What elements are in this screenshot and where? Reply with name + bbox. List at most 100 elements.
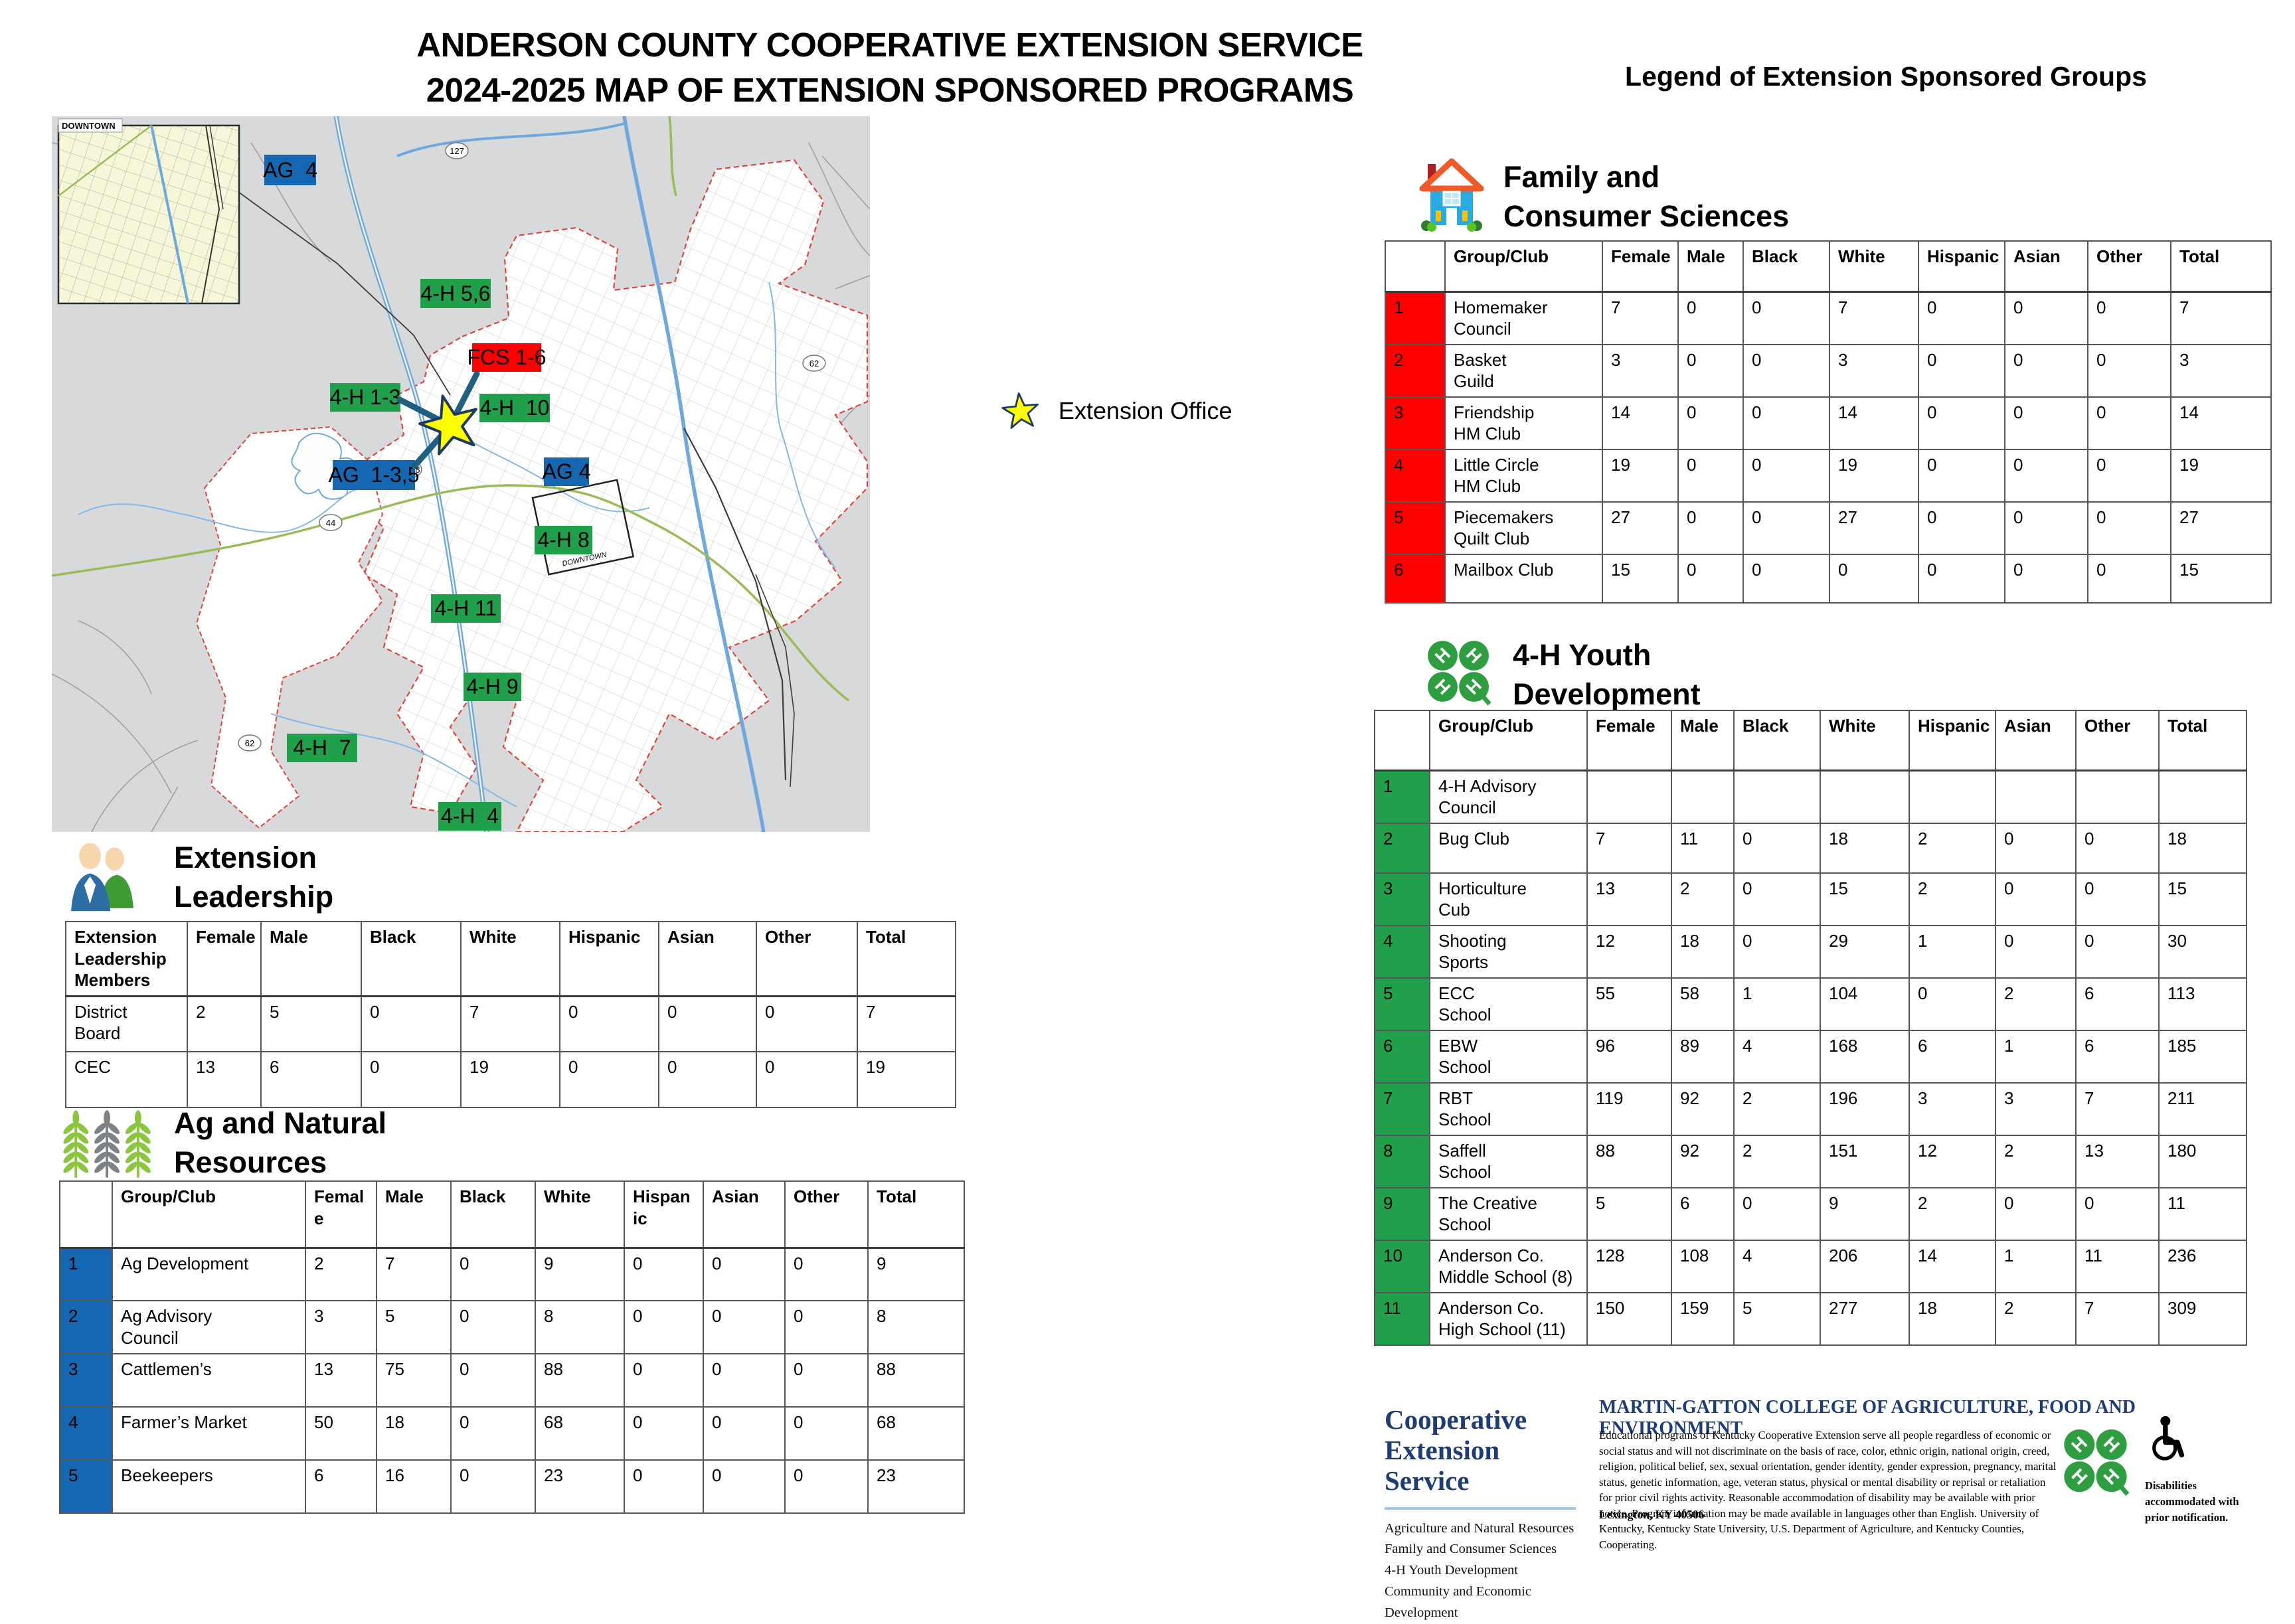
table-row: 4 Little Circle HM Club 19 0 0 19 0 0 0 19 — [1385, 448, 2272, 503]
value-cell: 0 — [361, 995, 462, 1052]
value-cell: 196 — [1820, 1082, 1910, 1136]
value-cell: 0 — [2004, 396, 2088, 450]
group-name-cell: Cattlemen’s — [112, 1353, 306, 1408]
nondiscrimination-statement: Educational programs of Kentucky Coopera… — [1599, 1429, 2057, 1551]
value-cell: 7 — [1602, 291, 1679, 345]
slide-canvas: { "title": { "line1": "ANDERSON COUNTY C… — [52, 26, 2272, 1620]
table-row: 3 Friendship HM Club 14 0 0 14 0 0 0 14 — [1385, 396, 2272, 450]
group-name-cell: Beekeepers — [112, 1459, 306, 1514]
row-number-cell: 1 — [59, 1247, 113, 1301]
table-row: 11 Anderson Co. High School (11) 150 159 5 27… — [1374, 1291, 2247, 1346]
map-label-4-h-10: 4-H 10 — [479, 394, 550, 422]
value-cell — [1909, 770, 1996, 824]
map-label-4-h-7: 4-H 7 — [287, 734, 357, 762]
value-cell: 0 — [1918, 291, 2005, 345]
value-cell: 14 — [2170, 396, 2272, 450]
wheelchair-accessibility-icon — [2152, 1416, 2185, 1461]
route-badge-62: 62 — [238, 734, 262, 752]
inset-title: DOWNTOWN — [62, 121, 116, 131]
value-cell: 0 — [703, 1247, 786, 1301]
value-cell: 27 — [1829, 501, 1919, 555]
value-cell — [1586, 770, 1672, 824]
table-row: 2 Ag Advisory Council 3 5 0 8 0 0 0 8 — [59, 1300, 965, 1354]
value-cell: 7 — [376, 1247, 452, 1301]
value-cell: 0 — [1677, 553, 1744, 604]
value-cell: 5 — [1733, 1291, 1821, 1346]
row-number-cell: 4 — [1374, 924, 1430, 979]
value-cell: 0 — [703, 1353, 786, 1408]
value-cell: 0 — [1677, 343, 1744, 398]
value-cell: 0 — [1677, 448, 1744, 503]
map-label-ag-4: AG 4 — [543, 457, 590, 486]
program-area: 4-H Youth Development — [1385, 1563, 1519, 1578]
value-cell: 0 — [784, 1300, 869, 1354]
leadership-section-title: Extension Leadership — [174, 841, 334, 914]
value-cell: 0 — [559, 1051, 659, 1108]
value-cell: 1 — [1909, 924, 1996, 979]
value-cell: 13 — [187, 1051, 262, 1108]
value-cell: 0 — [2075, 924, 2160, 979]
row-number-cell: 3 — [59, 1353, 113, 1408]
group-name-cell: CEC — [65, 1051, 188, 1108]
address-line: Lexington, KY 40506 — [1599, 1508, 1705, 1521]
value-cell: 0 — [361, 1051, 462, 1108]
value-cell: 19 — [1829, 448, 1919, 503]
4h-clover-footer-icon: H H H H — [2064, 1429, 2130, 1496]
table-row: 9 The Creative School 5 6 0 9 2 0 0 11 — [1374, 1186, 2247, 1241]
value-cell: 0 — [2087, 553, 2171, 604]
group-name-cell: Piecemakers Quilt Club — [1444, 501, 1603, 555]
page-title-line2: 2024-2025 MAP OF EXTENSION SPONSORED PRO… — [426, 71, 1354, 110]
value-cell: 15 — [2158, 872, 2247, 926]
row-number-cell: 3 — [1374, 872, 1430, 926]
value-cell: 0 — [1733, 822, 1821, 874]
table-row: 7 RBT School 119 92 2 196 3 3 7 211 — [1374, 1082, 2247, 1136]
value-cell: 88 — [535, 1353, 625, 1408]
map-label-4-h-1-3: 4-H 1-3 — [330, 383, 400, 412]
coop-logo-line1: Cooperative — [1385, 1404, 1527, 1435]
group-name-cell: District Board — [65, 995, 188, 1052]
group-name-cell: 4-H Advisory Council — [1429, 770, 1588, 824]
value-cell: 0 — [784, 1406, 869, 1461]
value-cell: 0 — [1742, 291, 1830, 345]
value-cell: 18 — [376, 1406, 452, 1461]
svg-text:127: 127 — [450, 146, 464, 156]
value-cell: 3 — [305, 1300, 377, 1354]
value-cell: 0 — [784, 1353, 869, 1408]
column-header: White — [460, 921, 560, 997]
row-number-cell: 9 — [1374, 1186, 1430, 1241]
value-cell: 2 — [1733, 1134, 1821, 1188]
value-cell: 2 — [187, 995, 262, 1052]
group-name-cell: Farmer’s Market — [112, 1406, 306, 1461]
table-row: District Board 2 5 0 7 0 0 0 7 — [65, 995, 956, 1052]
value-cell: 128 — [1586, 1239, 1672, 1293]
downtown-inset: DOWNTOWN — [57, 118, 240, 305]
map-label-4-h-9: 4-H 9 — [464, 673, 521, 701]
route-badge-44: 44 — [319, 514, 343, 531]
house-icon — [1419, 158, 1484, 232]
column-header: Black — [450, 1180, 536, 1249]
value-cell: 18 — [1909, 1291, 1996, 1346]
value-cell: 0 — [703, 1300, 786, 1354]
value-cell: 6 — [305, 1459, 377, 1514]
value-cell: 0 — [2087, 291, 2171, 345]
group-name-cell: Ag Development — [112, 1247, 306, 1301]
value-cell: 19 — [460, 1051, 560, 1108]
value-cell: 0 — [1677, 396, 1744, 450]
value-cell: 7 — [2075, 1082, 2160, 1136]
column-header: Asian — [1995, 710, 2077, 771]
value-cell: 6 — [1909, 1029, 1996, 1084]
value-cell: 0 — [1742, 501, 1830, 555]
column-header: Total — [857, 921, 956, 997]
column-header: White — [535, 1180, 625, 1249]
corner-cell — [59, 1180, 113, 1249]
group-name-cell: Basket Guild — [1444, 343, 1603, 398]
column-header: Total — [867, 1180, 965, 1249]
value-cell: 3 — [1829, 343, 1919, 398]
value-cell: 309 — [2158, 1291, 2247, 1346]
value-cell: 14 — [1829, 396, 1919, 450]
value-cell: 2 — [1671, 872, 1735, 926]
program-area: Community and Economic Development — [1385, 1584, 1531, 1620]
map-label-4-h-8: 4-H 8 — [535, 526, 592, 554]
value-cell: 12 — [1586, 924, 1672, 979]
value-cell: 1 — [1733, 977, 1821, 1031]
